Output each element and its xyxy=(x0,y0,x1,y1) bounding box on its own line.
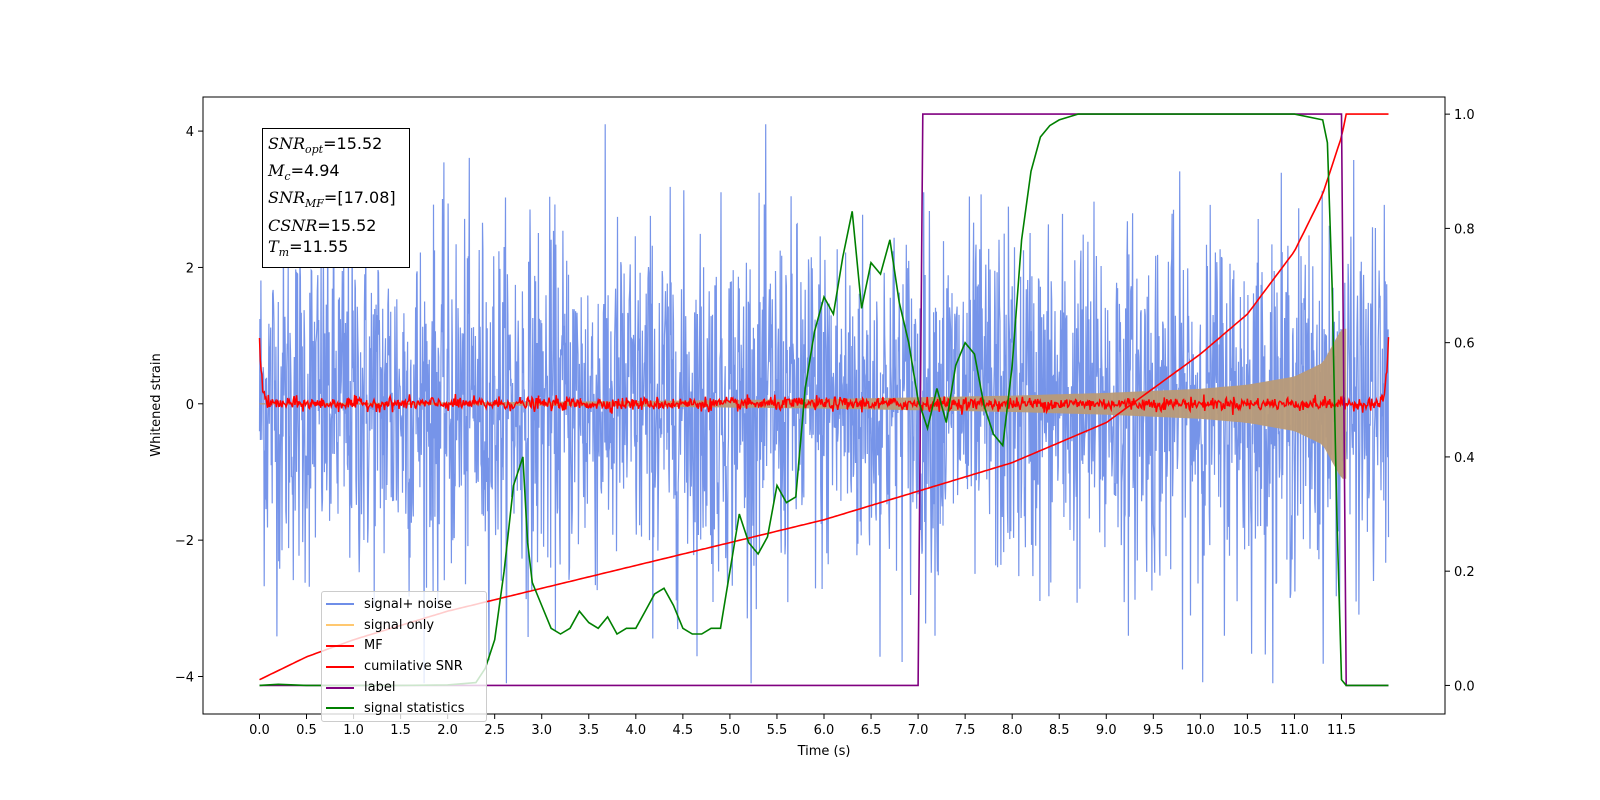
y-left-tick-label: −4 xyxy=(175,671,194,686)
x-tick-label: 2.0 xyxy=(437,723,458,738)
x-tick-label: 2.5 xyxy=(484,723,505,738)
info-snr-opt: SNRopt=15.52 xyxy=(268,134,383,157)
info-csnr: CSNR=15.52 xyxy=(268,215,377,235)
x-tick-label: 4.5 xyxy=(673,723,694,738)
x-tick-label: 9.0 xyxy=(1096,723,1117,738)
x-tick-label: 0.5 xyxy=(296,723,317,738)
series-mf xyxy=(258,337,1390,415)
legend-swatch xyxy=(326,665,354,668)
y-right-tick-label: 0.6 xyxy=(1454,337,1475,352)
x-tick-label: 7.0 xyxy=(908,723,929,738)
y-right-tick-label: 0.0 xyxy=(1454,679,1475,694)
series-signal-statistics xyxy=(259,113,1389,687)
x-tick-label: 11.5 xyxy=(1327,723,1356,738)
y-right-tick-label: 1.0 xyxy=(1454,108,1475,123)
legend-item-signal-statistics: signal statistics xyxy=(326,698,482,719)
y-left-tick-label: 4 xyxy=(186,125,194,140)
x-tick-label: 1.0 xyxy=(343,723,364,738)
info-mc: Mc=4.94 xyxy=(268,161,340,184)
y-left-tick-label: −2 xyxy=(175,534,194,549)
x-tick-label: 11.0 xyxy=(1280,723,1309,738)
info-tm: Tm=11.55 xyxy=(268,236,349,259)
legend-item-signal-only: signal only xyxy=(326,615,482,636)
x-tick-label: 4.0 xyxy=(625,723,646,738)
legend-swatch xyxy=(326,686,354,689)
x-tick-label: 5.5 xyxy=(767,723,788,738)
legend: signal+ noise signal only MF cumilative … xyxy=(321,591,487,722)
x-tick-label: 9.5 xyxy=(1143,723,1164,738)
y-right-tick-label: 0.4 xyxy=(1454,451,1475,466)
legend-item-cumulative-snr: cumilative SNR xyxy=(326,656,482,677)
x-tick-label: 8.0 xyxy=(1002,723,1023,738)
x-tick-label: 8.5 xyxy=(1049,723,1070,738)
legend-item-signal-noise: signal+ noise xyxy=(326,594,482,615)
legend-swatch xyxy=(326,707,354,710)
y-right-tick-label: 0.2 xyxy=(1454,565,1475,580)
info-snr-mf: SNRMF=[17.08] xyxy=(268,188,396,211)
legend-swatch xyxy=(326,603,354,606)
x-tick-label: 6.0 xyxy=(814,723,835,738)
x-tick-label: 0.0 xyxy=(249,723,270,738)
x-tick-label: 1.5 xyxy=(390,723,411,738)
y-axis-label: Whitened strain xyxy=(149,353,164,456)
x-tick-label: 6.5 xyxy=(861,723,882,738)
y-left-tick-label: 2 xyxy=(186,261,194,276)
x-tick-label: 10.0 xyxy=(1186,723,1215,738)
x-tick-label: 10.5 xyxy=(1233,723,1262,738)
x-tick-label: 3.0 xyxy=(531,723,552,738)
legend-swatch xyxy=(326,624,354,627)
x-tick-label: 3.5 xyxy=(578,723,599,738)
x-tick-label: 7.5 xyxy=(955,723,976,738)
info-box: SNRopt=15.52 Mc=4.94 SNRMF=[17.08] CSNR=… xyxy=(262,128,410,268)
x-tick-label: 5.0 xyxy=(720,723,741,738)
legend-item-label: label xyxy=(326,677,482,698)
y-left-tick-label: 0 xyxy=(186,398,194,413)
legend-item-mf: MF xyxy=(326,636,482,657)
x-axis-label: Time (s) xyxy=(797,744,851,759)
legend-swatch xyxy=(326,644,354,647)
y-right-tick-label: 0.8 xyxy=(1454,222,1475,237)
